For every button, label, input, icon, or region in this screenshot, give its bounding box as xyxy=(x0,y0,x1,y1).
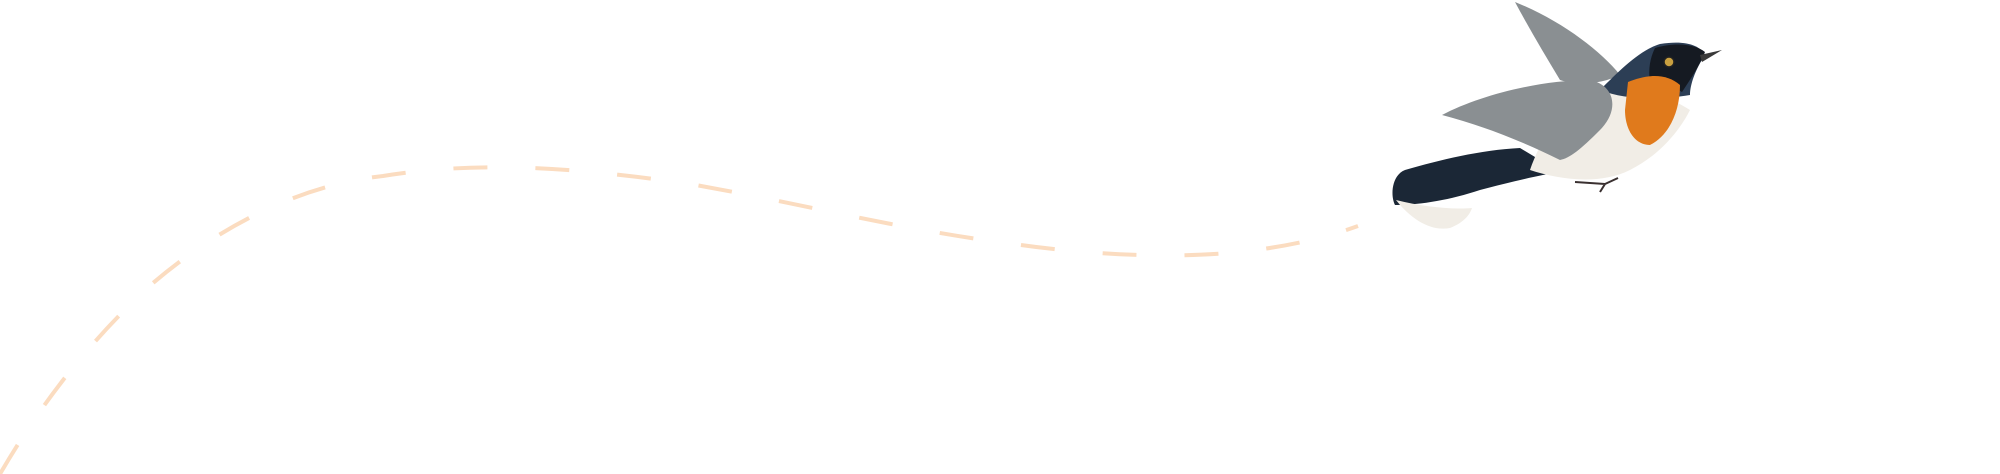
bird-lower-wing xyxy=(1442,80,1613,160)
bird-breast xyxy=(1625,76,1680,145)
bird-eye xyxy=(1663,56,1675,68)
bird-beak xyxy=(1700,50,1722,62)
bird-upper-wing xyxy=(1515,2,1620,84)
flight-path xyxy=(0,165,1359,474)
bird-icon xyxy=(1392,2,1722,229)
bird-tail-tip xyxy=(1396,200,1472,229)
bird-tail xyxy=(1392,148,1560,205)
bird-feet xyxy=(1574,177,1619,193)
